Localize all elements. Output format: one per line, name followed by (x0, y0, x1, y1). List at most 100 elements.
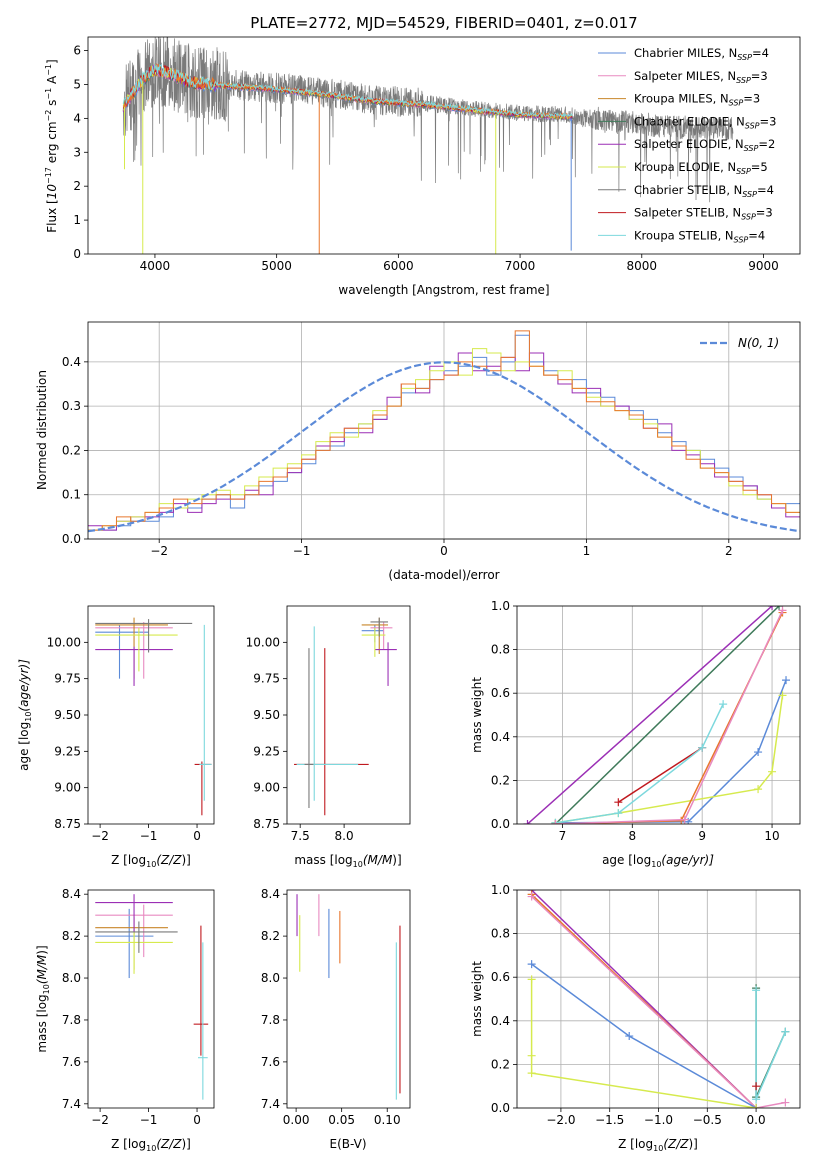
weight-marker (775, 606, 784, 610)
x-tick-label: 4000 (140, 259, 171, 273)
x-axis-label: wavelength [Angstrom, rest frame] (338, 283, 549, 297)
weight-marker (781, 1027, 790, 1036)
x-tick-label: 1 (583, 544, 591, 558)
y-tick-label: 0.8 (491, 643, 510, 657)
axes-frame (87, 321, 801, 540)
weight-marker (752, 1095, 761, 1104)
y-tick-label: 5 (73, 77, 81, 91)
y-tick-label: 0.4 (491, 730, 510, 744)
weight-marker (752, 1082, 761, 1091)
weight-marker (527, 892, 536, 901)
weight-marker (754, 785, 763, 794)
x-axis-label: Z [log10(Z/Z)] (111, 853, 191, 869)
y-tick-label: 7.4 (261, 1097, 280, 1111)
y-tick-label: 7.8 (62, 1013, 81, 1027)
axes-frame (516, 889, 801, 1109)
label-part: erg cm (45, 121, 59, 167)
plot-area (523, 606, 791, 824)
weight-line (555, 695, 784, 824)
plot-area (296, 894, 401, 1100)
y-tick-label: 0.2 (491, 773, 510, 787)
y-tick-label: 7.8 (261, 1013, 280, 1027)
axes-frame (286, 605, 411, 825)
y-tick-label: 1.0 (491, 883, 510, 897)
legend-n: =4 (752, 46, 769, 60)
chart-title: PLATE=2772, MJD=54529, FIBERID=0401, z=0… (250, 14, 637, 32)
chart-mass_vs_ebv: 0.00 0.05 0.10 7.4 7.6 7.8 8.0 8.2 8.4 E(B-V) (261, 887, 411, 1151)
y-tick-label: 10.00 (246, 635, 280, 649)
x-axis-label: E(B-V) (329, 1137, 366, 1151)
label-part: mass [log (294, 853, 352, 867)
weight-marker (778, 606, 787, 615)
legend-label: Chabrier STELIB, NSSP=4 (634, 183, 774, 199)
label-part: )] (182, 853, 191, 867)
x-tick-label: 8000 (627, 259, 658, 273)
y-tick-label: 8.2 (261, 929, 280, 943)
weight-marker (768, 767, 777, 776)
legend-label: Salpeter ELODIE, NSSP=2 (634, 137, 775, 153)
legend-sub: SSP (745, 121, 760, 130)
label-part: s (45, 100, 59, 110)
histogram-series (88, 330, 800, 531)
label-part: (age/yr)] (17, 659, 31, 712)
y-tick-label: 0.2 (491, 1057, 510, 1071)
weight-line (555, 703, 724, 824)
y-axis-label: Flux [10−17 erg cm−2 s−1 A−1] (44, 59, 59, 232)
y-tick-label: 9.25 (253, 744, 280, 758)
y-tick-label: 2 (73, 179, 81, 193)
weight-marker (782, 676, 791, 685)
weight-marker (752, 986, 761, 995)
plot-area (122, 37, 734, 254)
chart-spectrum: 4000 5000 6000 7000 8000 9000 0 1 2 3 4 5 6 wavelengt… (44, 36, 801, 297)
x-tick-label: −1.5 (595, 1113, 624, 1127)
x-tick-label: −1 (293, 544, 311, 558)
y-tick-label: 0.2 (62, 443, 81, 457)
y-tick-label: 1 (73, 213, 81, 227)
weight-marker (551, 820, 560, 824)
label-part: Z [log (111, 1137, 146, 1151)
y-tick-label: 0.0 (491, 1101, 510, 1115)
x-tick-label: 7 (559, 829, 567, 843)
y-tick-label: 9.50 (253, 708, 280, 722)
label-part: 10 (42, 984, 51, 994)
x-tick-label: 0.05 (328, 1113, 355, 1127)
y-tick-label: 10.00 (47, 635, 81, 649)
legend-name: Chabrier ELODIE, N (634, 114, 745, 128)
chart-residuals: −2 −1 0 1 2 0.0 0.1 0.2 0.3 0.4 (data-model)/error… (35, 321, 801, 582)
axes-frame (87, 605, 215, 825)
weight-line (554, 606, 780, 824)
weight-marker (527, 960, 536, 969)
x-axis-label: age [log10(age/yr)] (602, 853, 714, 869)
x-tick-label: 0.10 (374, 1113, 401, 1127)
y-tick-label: 0.0 (62, 532, 81, 546)
y-tick-label: 0.4 (62, 355, 81, 369)
weight-marker (768, 606, 777, 610)
legend-label: Kroupa STELIB, NSSP=4 (634, 228, 765, 244)
weight-line (617, 747, 703, 803)
label-part: Z [log (111, 853, 146, 867)
x-tick-label: −2 (150, 544, 168, 558)
x-tick-label: 0 (193, 1113, 201, 1127)
x-tick-label: 8 (628, 829, 636, 843)
label-part: )] (689, 1137, 698, 1151)
plot-area (294, 617, 397, 816)
normal-curve (88, 361, 800, 533)
legend-n: =4 (757, 183, 774, 197)
legend-name: Salpeter STELIB, N (634, 206, 741, 220)
y-tick-label: 0.6 (491, 686, 510, 700)
legend-label: Chabrier ELODIE, NSSP=3 (634, 114, 776, 130)
legend-label: Chabrier MILES, NSSP=4 (634, 46, 769, 62)
legend-name: Chabrier MILES, N (634, 46, 737, 60)
x-tick-label: 7.5 (291, 829, 310, 843)
x-tick-label: −2 (91, 829, 109, 843)
x-tick-label: −1 (140, 1113, 158, 1127)
x-axis-label: Z [log10(Z/Z)] (618, 1137, 698, 1153)
legend-n: =4 (748, 228, 765, 242)
y-tick-label: 0.0 (491, 817, 510, 831)
weight-marker (680, 815, 689, 824)
legend-n: =3 (760, 114, 777, 128)
legend-label: Kroupa MILES, NSSP=3 (634, 92, 760, 108)
axes-frame (516, 605, 801, 825)
